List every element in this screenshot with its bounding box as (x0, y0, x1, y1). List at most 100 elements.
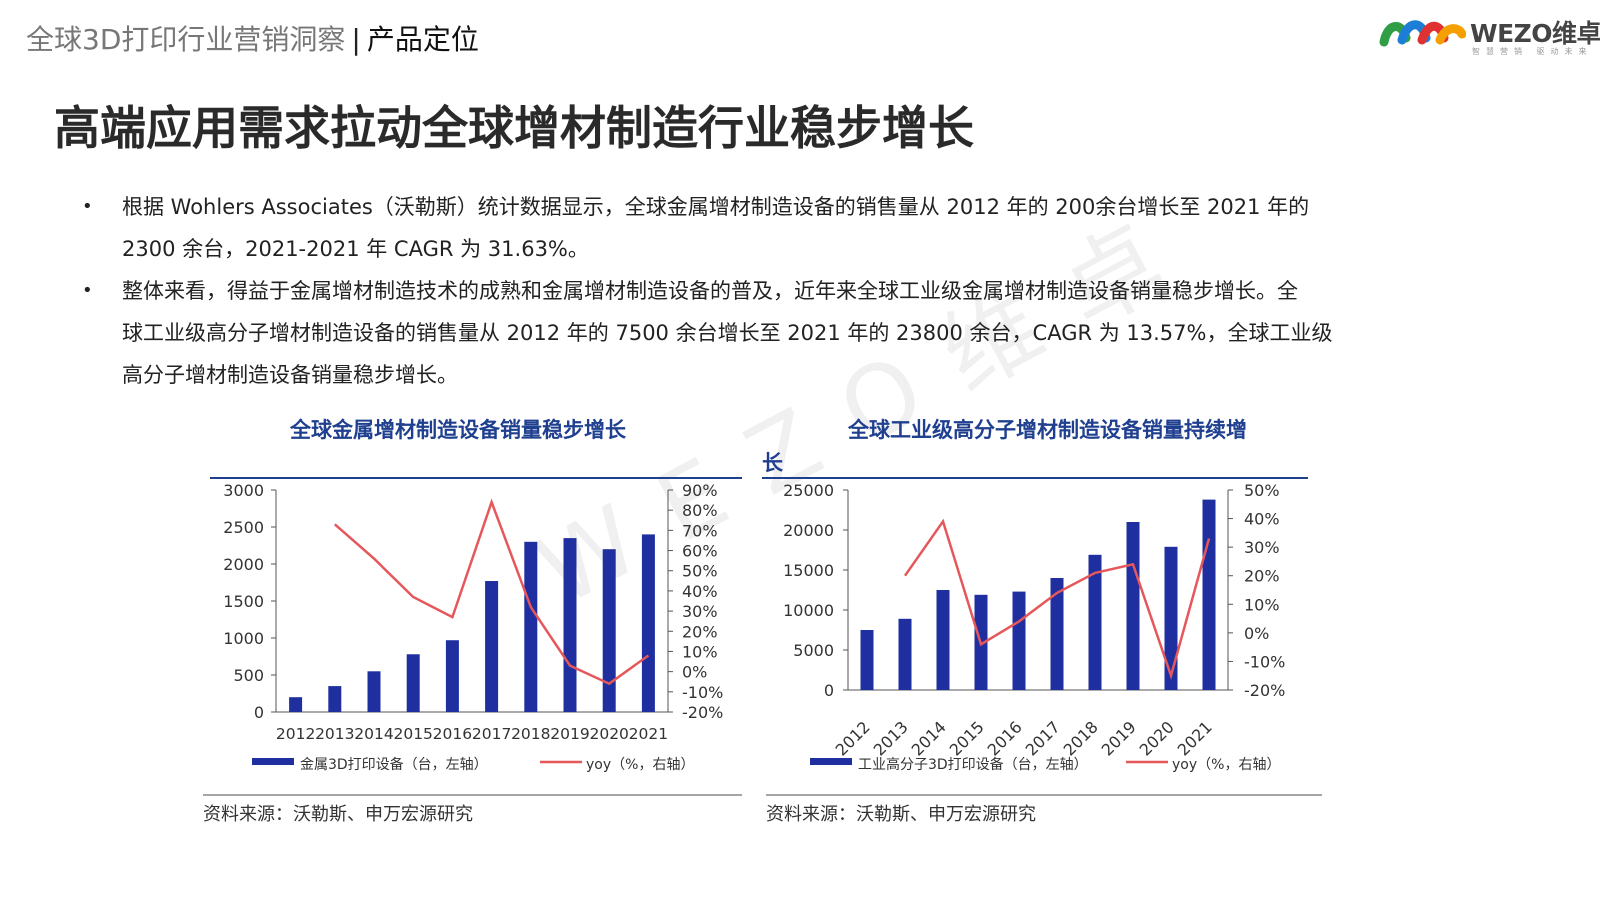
chart-source: 资料来源：沃勒斯、申万宏源研究 (203, 804, 473, 825)
bullet-dot: • (82, 196, 93, 217)
wezo-logo: WEZO维卓 智慧营销 驱动未来 (1378, 12, 1600, 60)
right-tick-label: 40% (682, 582, 718, 601)
right-tick-label: 20% (682, 622, 718, 641)
bullet-line: 整体来看，得益于金属增材制造技术的成熟和金属增材制造设备的普及，近年来全球工业级… (122, 279, 1298, 303)
right-tick-label: -20% (682, 703, 723, 722)
page-header: 全球3D打印行业营销洞察 | 产品定位 (26, 18, 479, 58)
right-tick-label: 30% (682, 602, 718, 621)
header-separator: | (351, 23, 361, 56)
bullet-item: • 根据 Wohlers Associates（沃勒斯）统计数据显示，全球金属增… (82, 186, 1462, 270)
legend-bar-label: 工业高分子3D打印设备（台，左轴） (858, 756, 1088, 773)
left-tick-label: 0 (824, 681, 834, 700)
legend-bar-swatch (252, 758, 294, 765)
bar (1202, 499, 1216, 690)
logo-tagline: 智慧营销 驱动未来 (1472, 47, 1593, 56)
bar (860, 630, 874, 690)
category-label: 2021 (1174, 717, 1216, 759)
category-label: 2012 (832, 717, 874, 759)
chart-title: 全球工业级高分子增材制造设备销量持续增 (847, 418, 1247, 442)
category-label: 2012 (276, 725, 315, 743)
right-tick-label: 70% (682, 521, 718, 540)
bar (406, 654, 420, 712)
bar (1126, 522, 1140, 690)
yoy-line (333, 498, 650, 686)
bullet-item: • 整体来看，得益于金属增材制造技术的成熟和金属增材制造设备的普及，近年来全球工… (82, 270, 1462, 396)
category-label: 2016 (984, 717, 1026, 759)
chart-title: 全球金属增材制造设备销量稳步增长 (289, 418, 627, 442)
bar (445, 640, 459, 712)
yoy-line (903, 518, 1211, 680)
bar (1050, 578, 1064, 690)
logo-brand: WEZO维卓 (1470, 19, 1600, 48)
category-label: 2015 (946, 717, 988, 759)
right-tick-label: 80% (682, 501, 718, 520)
bar (1164, 546, 1178, 690)
header-section: 产品定位 (366, 23, 479, 56)
right-tick-label: 0% (1244, 624, 1269, 643)
left-tick-label: 5000 (793, 641, 834, 660)
bar (1088, 554, 1102, 690)
right-tick-label: 10% (1244, 595, 1280, 614)
left-tick-label: 500 (233, 666, 264, 685)
bar (641, 534, 655, 712)
category-label: 2016 (433, 725, 472, 743)
bar (1012, 591, 1026, 690)
bar (936, 590, 950, 690)
bullet-list: • 根据 Wohlers Associates（沃勒斯）统计数据显示，全球金属增… (82, 186, 1462, 396)
right-tick-label: -10% (1244, 652, 1285, 671)
right-tick-label: 50% (1244, 481, 1280, 500)
category-label: 2017 (1022, 717, 1064, 759)
category-label: 2021 (629, 725, 668, 743)
bar (524, 541, 538, 712)
left-tick-label: 2500 (223, 518, 264, 537)
category-label: 2014 (354, 725, 393, 743)
bar (602, 549, 616, 712)
right-tick-label: -20% (1244, 681, 1285, 700)
right-tick-label: 10% (682, 642, 718, 661)
left-tick-label: 3000 (223, 481, 264, 500)
category-label: 2020 (589, 725, 628, 743)
legend-line-label: yoy（%，右轴） (1172, 757, 1280, 773)
bullet-line: 球工业级高分子增材制造设备的销售量从 2012 年的 7500 余台增长至 20… (122, 321, 1333, 345)
right-tick-label: 50% (682, 562, 718, 581)
left-tick-label: 1000 (223, 629, 264, 648)
category-label: 2013 (315, 725, 354, 743)
bar (328, 686, 342, 712)
left-tick-label: 10000 (783, 601, 834, 620)
legend-bar-swatch (810, 758, 852, 765)
category-label: 2019 (1098, 717, 1140, 759)
bullet-line: 高分子增材制造设备销量稳步增长。 (122, 363, 458, 387)
right-tick-label: -10% (682, 683, 723, 702)
legend-line-label: yoy（%，右轴） (586, 757, 694, 773)
category-label: 2014 (908, 717, 950, 759)
bar (898, 618, 912, 690)
header-context: 全球3D打印行业营销洞察 (26, 23, 346, 56)
legend-bar-label: 金属3D打印设备（台，左轴） (300, 756, 488, 773)
category-label: 2017 (472, 725, 511, 743)
category-label: 2013 (870, 717, 912, 759)
category-label: 2018 (511, 725, 550, 743)
bar (289, 697, 303, 712)
bar (563, 538, 577, 712)
right-tick-label: 90% (682, 481, 718, 500)
left-tick-label: 20000 (783, 521, 834, 540)
chart-title-wrap: 长 (762, 451, 784, 475)
bar (367, 671, 381, 712)
chart-source: 资料来源：沃勒斯、申万宏源研究 (766, 804, 1036, 825)
right-tick-label: 40% (1244, 510, 1280, 529)
left-tick-label: 1500 (223, 592, 264, 611)
category-label: 2019 (550, 725, 589, 743)
bullet-line: 2300 余台，2021-2021 年 CAGR 为 31.63%。 (122, 237, 589, 261)
left-tick-label: 15000 (783, 561, 834, 580)
slide-title: 高端应用需求拉动全球增材制造行业稳步增长 (54, 101, 974, 155)
left-tick-label: 25000 (783, 481, 834, 500)
right-tick-label: 0% (682, 663, 707, 682)
category-label: 2018 (1060, 717, 1102, 759)
bar (485, 581, 499, 712)
right-tick-label: 20% (1244, 567, 1280, 586)
left-tick-label: 0 (254, 703, 264, 722)
right-tick-label: 30% (1244, 538, 1280, 557)
logo-mark-icon (1379, 20, 1466, 47)
left-tick-label: 2000 (223, 555, 264, 574)
